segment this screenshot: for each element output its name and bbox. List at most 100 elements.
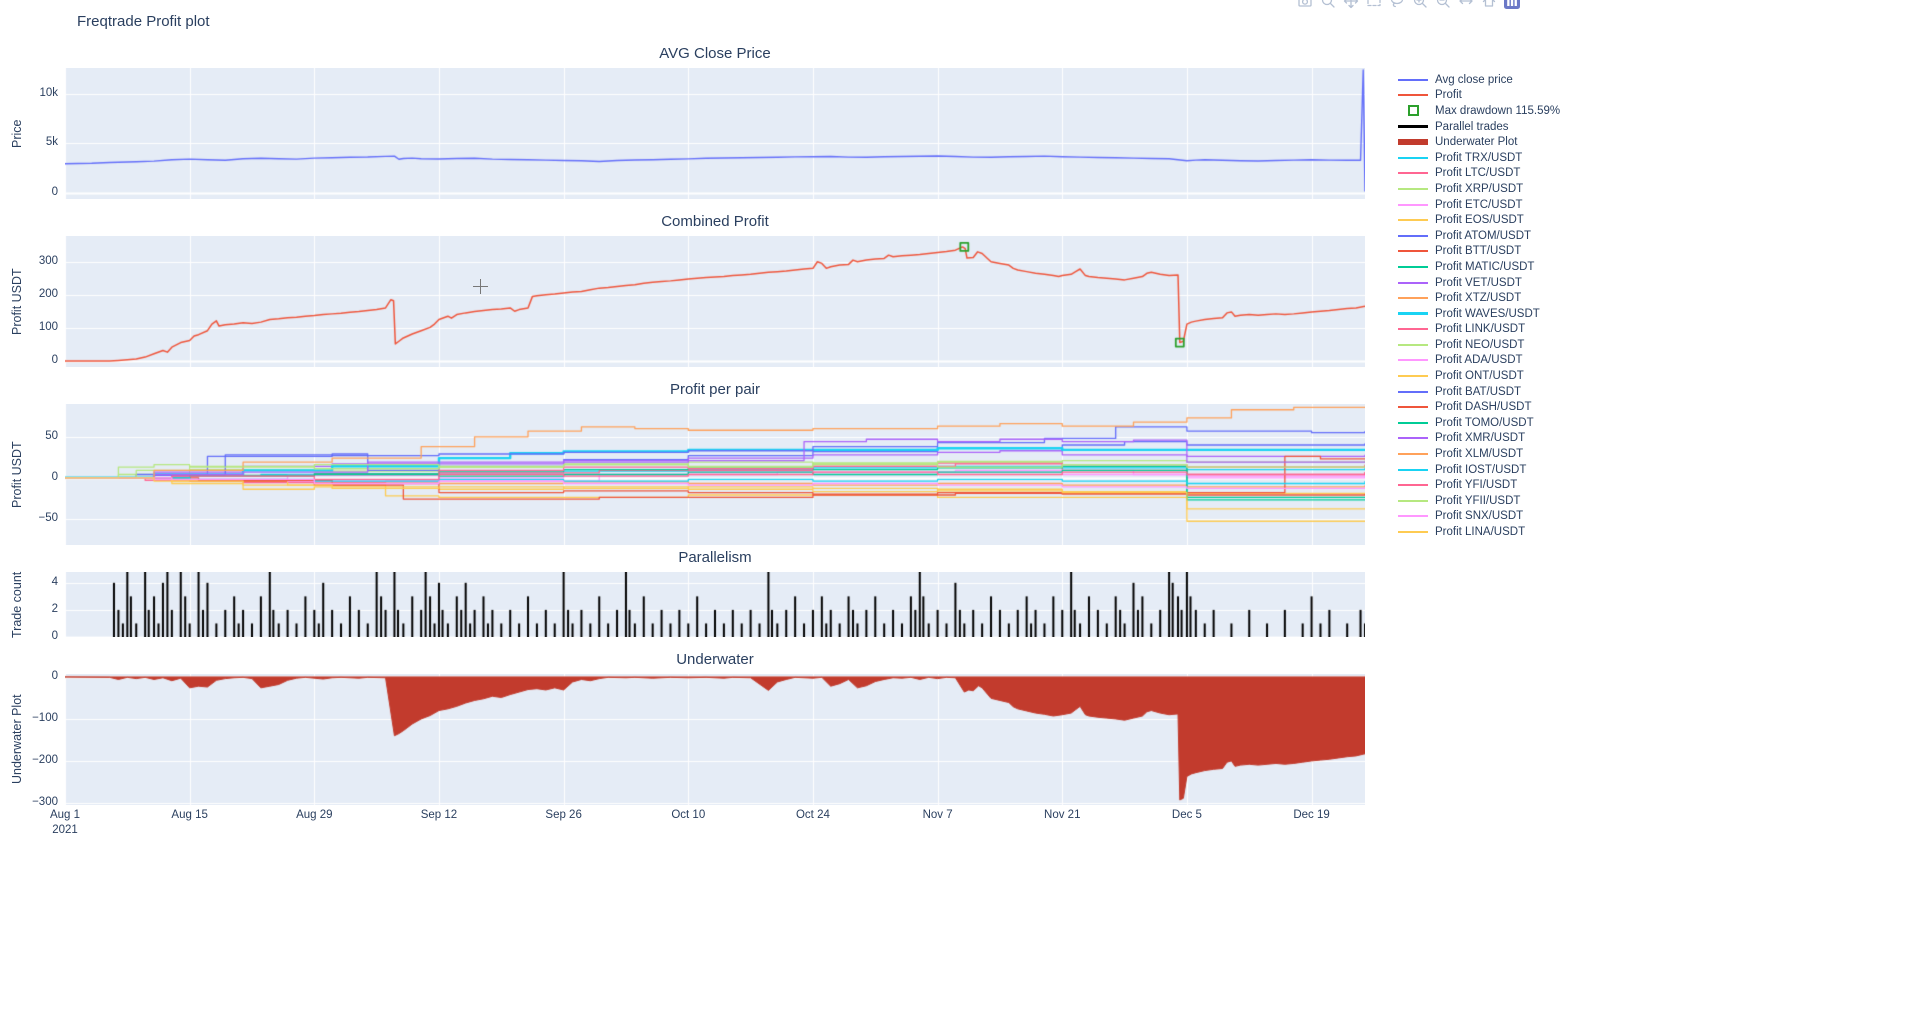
legend-item[interactable]: Profit LINK/USDT (1398, 322, 1560, 338)
legend-item-label: Profit LTC/USDT (1435, 167, 1521, 180)
y-tick-label: −200 (32, 753, 58, 766)
subplot-title-underwater: Underwater (676, 651, 754, 668)
legend-line-sample-icon (1398, 359, 1428, 362)
x-tick-label: Oct 24 (795, 809, 830, 821)
y-tick-label: 0 (51, 669, 58, 682)
pan-icon[interactable] (1343, 0, 1359, 9)
y-axis-ticks-profit-per-pair: −50 0 50 (0, 404, 65, 545)
box-select-icon[interactable] (1366, 0, 1382, 9)
legend-item[interactable]: Profit XTZ/USDT (1398, 290, 1560, 306)
autoscale-icon[interactable] (1458, 0, 1474, 9)
legend-line-sample-icon (1398, 172, 1428, 175)
legend-line-sample-icon (1398, 139, 1428, 146)
legend-item-label: Profit TRX/USDT (1435, 151, 1523, 164)
reset-axes-icon[interactable] (1481, 0, 1497, 9)
plotly-logo-icon[interactable] (1504, 0, 1520, 9)
legend-line-sample-icon (1398, 499, 1428, 502)
x-tick-label: Dec 5 (1171, 809, 1202, 821)
legend-item[interactable]: Profit NEO/USDT (1398, 337, 1560, 353)
x-tick-label: Dec 19 (1293, 809, 1330, 821)
legend-item[interactable]: Underwater Plot (1398, 134, 1560, 150)
plot-area-underwater[interactable] (65, 674, 1365, 805)
zoom-out-icon[interactable] (1435, 0, 1451, 9)
legend-item-label: Profit ONT/USDT (1435, 370, 1524, 383)
plot-area-parallelism[interactable] (65, 572, 1365, 637)
legend-item[interactable]: Parallel trades (1398, 119, 1560, 135)
y-axis-ticks-avg-close: 0 5k 10k (0, 68, 65, 199)
legend-line-sample-icon (1398, 468, 1428, 471)
plot-area-combined-profit[interactable] (65, 236, 1365, 367)
x-tick-label: Sep 12 (420, 809, 458, 821)
y-tick-label: −300 (32, 795, 58, 808)
zoom-in-icon[interactable] (1412, 0, 1428, 9)
legend-line-sample-icon (1398, 328, 1428, 331)
legend-item-label: Profit YFII/USDT (1435, 494, 1521, 507)
legend-item-label: Profit ADA/USDT (1435, 354, 1523, 367)
plot-area-profit-per-pair[interactable] (65, 404, 1365, 545)
legend-item[interactable]: Profit BTT/USDT (1398, 244, 1560, 260)
legend-line-sample-icon (1398, 219, 1428, 222)
legend-item[interactable]: Profit (1398, 88, 1560, 104)
legend-item[interactable]: Profit BAT/USDT (1398, 384, 1560, 400)
legend-item[interactable]: Profit XRP/USDT (1398, 181, 1560, 197)
chart-canvas-profit-per-pair (65, 404, 1365, 545)
legend-line-sample-icon (1398, 203, 1428, 206)
modebar (1297, 0, 1520, 9)
legend-item-label: Profit (1435, 89, 1462, 102)
y-axis-ticks-parallelism: 0 2 4 (0, 572, 65, 642)
legend-item[interactable]: Profit VET/USDT (1398, 275, 1560, 291)
y-tick-label: −100 (32, 711, 58, 724)
legend-item[interactable]: Profit YFII/USDT (1398, 493, 1560, 509)
legend-item-label: Profit XRP/USDT (1435, 182, 1524, 195)
legend-item-label: Profit NEO/USDT (1435, 338, 1525, 351)
legend-item[interactable]: Profit MATIC/USDT (1398, 259, 1560, 275)
legend-item[interactable]: Profit ADA/USDT (1398, 353, 1560, 369)
legend-item[interactable]: Profit TOMO/USDT (1398, 415, 1560, 431)
legend-item-label: Profit SNX/USDT (1435, 510, 1524, 523)
plot-area-avg-close[interactable] (65, 68, 1365, 199)
x-tick-label: Oct 10 (671, 809, 706, 821)
legend-item[interactable]: Profit LINA/USDT (1398, 524, 1560, 540)
legend-item-label: Profit MATIC/USDT (1435, 260, 1535, 273)
legend-line-sample-icon (1398, 375, 1428, 378)
legend-item[interactable]: Profit SNX/USDT (1398, 509, 1560, 525)
legend-item-label: Profit XMR/USDT (1435, 432, 1526, 445)
legend-item[interactable]: Profit TRX/USDT (1398, 150, 1560, 166)
mouse-crosshair-icon (473, 279, 488, 294)
legend-item-label: Profit DASH/USDT (1435, 401, 1532, 414)
legend-item-label: Profit TOMO/USDT (1435, 416, 1534, 429)
legend-line-sample-icon (1398, 453, 1428, 456)
y-axis-ticks-underwater: 0 −100 −200 −300 (0, 670, 65, 808)
legend-item[interactable]: Profit EOS/USDT (1398, 212, 1560, 228)
legend-item[interactable]: Profit LTC/USDT (1398, 166, 1560, 182)
legend-item[interactable]: Profit ATOM/USDT (1398, 228, 1560, 244)
legend-item[interactable]: Profit DASH/USDT (1398, 399, 1560, 415)
legend-line-sample-icon (1398, 484, 1428, 487)
subplot-title-profit-per-pair: Profit per pair (669, 381, 761, 398)
legend-item[interactable]: Profit WAVES/USDT (1398, 306, 1560, 322)
legend-item[interactable]: Profit XMR/USDT (1398, 431, 1560, 447)
legend-item[interactable]: Profit IOST/USDT (1398, 462, 1560, 478)
x-tick-label: Nov 21 (1044, 809, 1081, 821)
legend-line-sample-icon (1398, 437, 1428, 440)
legend-item[interactable]: Profit ETC/USDT (1398, 197, 1560, 213)
legend-item-label: Profit ETC/USDT (1435, 198, 1523, 211)
legend-line-sample-icon (1398, 250, 1428, 253)
legend-item[interactable]: Profit YFI/USDT (1398, 477, 1560, 493)
lasso-icon[interactable] (1389, 0, 1405, 9)
chart-canvas-combined-profit (65, 236, 1365, 367)
zoom-icon[interactable] (1320, 0, 1336, 9)
chart-canvas-avg-close (65, 68, 1365, 199)
page-title: Freqtrade Profit plot (77, 13, 210, 30)
camera-icon[interactable] (1297, 0, 1313, 9)
legend-item[interactable]: Avg close price (1398, 72, 1560, 88)
legend-item[interactable]: Max drawdown 115.59% (1398, 103, 1560, 119)
legend-item[interactable]: Profit XLM/USDT (1398, 446, 1560, 462)
subplot-title-avg-close: AVG Close Price (659, 45, 771, 62)
legend-item[interactable]: Profit ONT/USDT (1398, 368, 1560, 384)
legend-item-label: Profit LINK/USDT (1435, 323, 1526, 336)
legend-item-label: Profit IOST/USDT (1435, 463, 1527, 476)
legend-item-label: Profit VET/USDT (1435, 276, 1522, 289)
y-tick-label: 2 (51, 602, 58, 615)
y-tick-label: 4 (51, 575, 58, 588)
